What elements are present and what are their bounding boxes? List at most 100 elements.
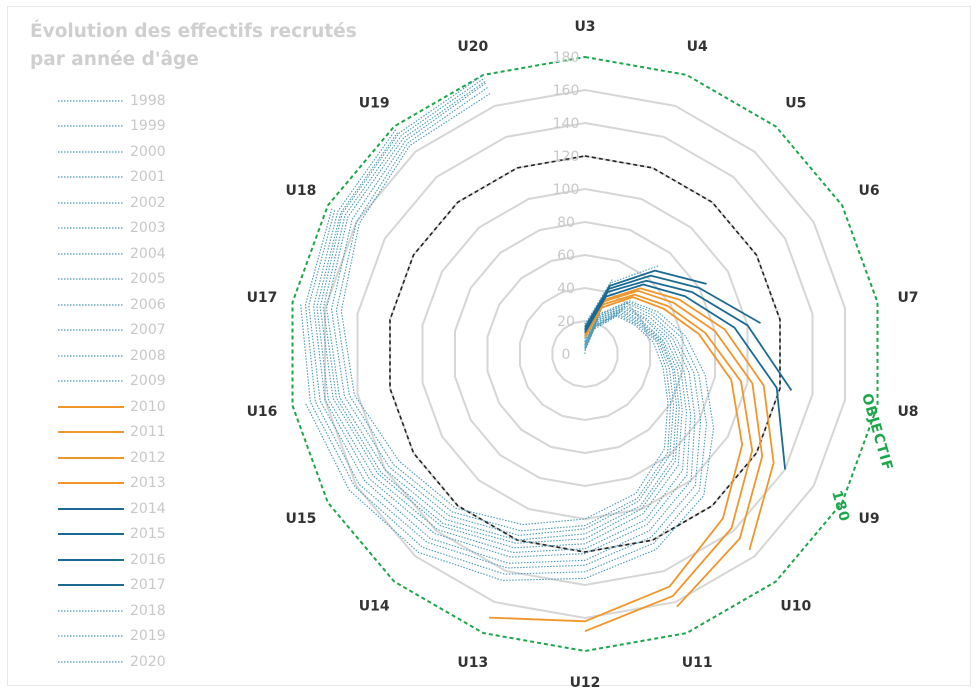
grid-ring-60 (486, 253, 684, 455)
reference-ring-180 (291, 55, 879, 653)
legend-item-2002: 2002 (58, 190, 166, 216)
legend-label: 2015 (130, 526, 166, 543)
legend-swatch-2008 (58, 355, 124, 357)
legend-item-2014: 2014 (58, 496, 166, 522)
series-lines (300, 74, 793, 633)
legend-label: 2003 (130, 220, 166, 237)
tick-label: 20 (557, 314, 575, 330)
legend-swatch-2001 (58, 176, 124, 178)
legend-label: 2005 (130, 271, 166, 288)
legend-item-2007: 2007 (58, 318, 166, 344)
legend-label: 1999 (130, 118, 166, 135)
axis-label-u15: U15 (285, 511, 316, 527)
legend-swatch-2019 (58, 635, 124, 637)
legend-swatch-2009 (58, 380, 124, 382)
series-line-2008 (300, 301, 708, 575)
legend-item-2003: 2003 (58, 216, 166, 242)
legend-item-2018: 2018 (58, 598, 166, 624)
reference-rings (291, 55, 879, 653)
axis-label-u9: U9 (859, 511, 880, 527)
legend-item-2015: 2015 (58, 522, 166, 548)
legend-item-2009: 2009 (58, 369, 166, 395)
legend-label: 2010 (130, 398, 166, 415)
axis-label-u5: U5 (785, 96, 806, 112)
series-line-2002 (322, 77, 680, 544)
legend-label: 2007 (130, 322, 166, 339)
tick-label: 80 (557, 215, 575, 231)
legend-item-2019: 2019 (58, 624, 166, 650)
objective-value-label: 180 (828, 489, 852, 524)
legend-item-2000: 2000 (58, 139, 166, 165)
series-line-2012 (584, 289, 764, 608)
legend-item-2005: 2005 (58, 267, 166, 293)
legend-label: 2012 (130, 449, 166, 466)
tick-label: 140 (553, 116, 580, 132)
legend-label: 2019 (130, 628, 166, 645)
legend-label: 2008 (130, 347, 166, 364)
series-line-2013 (584, 287, 775, 551)
legend-item-1999: 1999 (58, 114, 166, 140)
radial-tick-labels: 0 20 40 60 80 100 120 140 160 180 (553, 50, 580, 363)
grid-ring-40 (519, 286, 651, 422)
axis-label-u17: U17 (247, 290, 278, 306)
chart-title-line-1: Évolution des effectifs recrutés (30, 21, 357, 42)
legend-item-2011: 2011 (58, 420, 166, 446)
legend-label: 2001 (130, 169, 166, 186)
chart-frame (7, 6, 971, 686)
objective-label: OBJECTIF (858, 392, 895, 473)
grid-ring-20 (551, 319, 619, 389)
grid-ring-160 (324, 88, 846, 620)
legend: 1998 1999 2000 2001 2002 2003 2004 2005 2006 2007… (58, 88, 166, 675)
legend-item-2017: 2017 (58, 573, 166, 599)
legend-item-2016: 2016 (58, 547, 166, 573)
axis-label-u10: U10 (780, 598, 811, 614)
legend-label: 2000 (130, 143, 166, 160)
axis-label-u6: U6 (859, 183, 880, 199)
legend-swatch-2014 (58, 507, 124, 510)
series-line-2007 (304, 207, 702, 569)
legend-swatch-2002 (58, 202, 124, 204)
legend-label: 2004 (130, 245, 166, 262)
tick-label: 160 (553, 83, 580, 99)
axis-label-u16: U16 (247, 404, 278, 420)
axis-label-u14: U14 (359, 598, 390, 614)
legend-label: 2011 (130, 424, 166, 441)
legend-swatch-2011 (58, 431, 124, 434)
legend-item-2012: 2012 (58, 445, 166, 471)
legend-swatch-1998 (58, 100, 124, 102)
legend-swatch-2004 (58, 253, 124, 255)
legend-swatch-2015 (58, 533, 124, 536)
series-line-2010 (489, 296, 744, 623)
legend-item-2006: 2006 (58, 292, 166, 318)
series-line-2003 (319, 74, 683, 549)
axis-label-u13: U13 (457, 655, 488, 671)
legend-label: 1998 (130, 92, 166, 109)
legend-label: 2017 (130, 577, 166, 594)
tick-label: 60 (557, 248, 575, 264)
series-line-1999 (335, 86, 672, 532)
legend-swatch-2016 (58, 558, 124, 561)
legend-swatch-2000 (58, 151, 124, 153)
series-line-2017 (584, 269, 707, 329)
grid-ring-100 (421, 187, 749, 521)
series-line-2004 (316, 131, 688, 554)
grid-ring-140 (356, 121, 814, 587)
legend-label: 2016 (130, 551, 166, 568)
legend-label: 2014 (130, 500, 166, 517)
legend-item-2013: 2013 (58, 471, 166, 497)
legend-label: 2018 (130, 602, 166, 619)
legend-label: 2020 (130, 653, 166, 670)
chart-title-line-2: par année d'âge (30, 49, 199, 70)
series-line-2011 (584, 293, 754, 633)
tick-label: 180 (553, 50, 580, 66)
tick-label: 0 (562, 347, 571, 363)
legend-label: 2006 (130, 296, 166, 313)
legend-swatch-2003 (58, 227, 124, 229)
legend-item-2001: 2001 (58, 165, 166, 191)
series-line-2006 (308, 209, 696, 564)
series-line-2005 (313, 128, 692, 558)
axis-label-u3: U3 (574, 19, 595, 35)
legend-swatch-2017 (58, 584, 124, 587)
axis-labels: U3 U4 U5 U6 U7 U8 U9 U10 U11 U12 U13 U14 U15 U16 U17 U1… (247, 19, 919, 690)
